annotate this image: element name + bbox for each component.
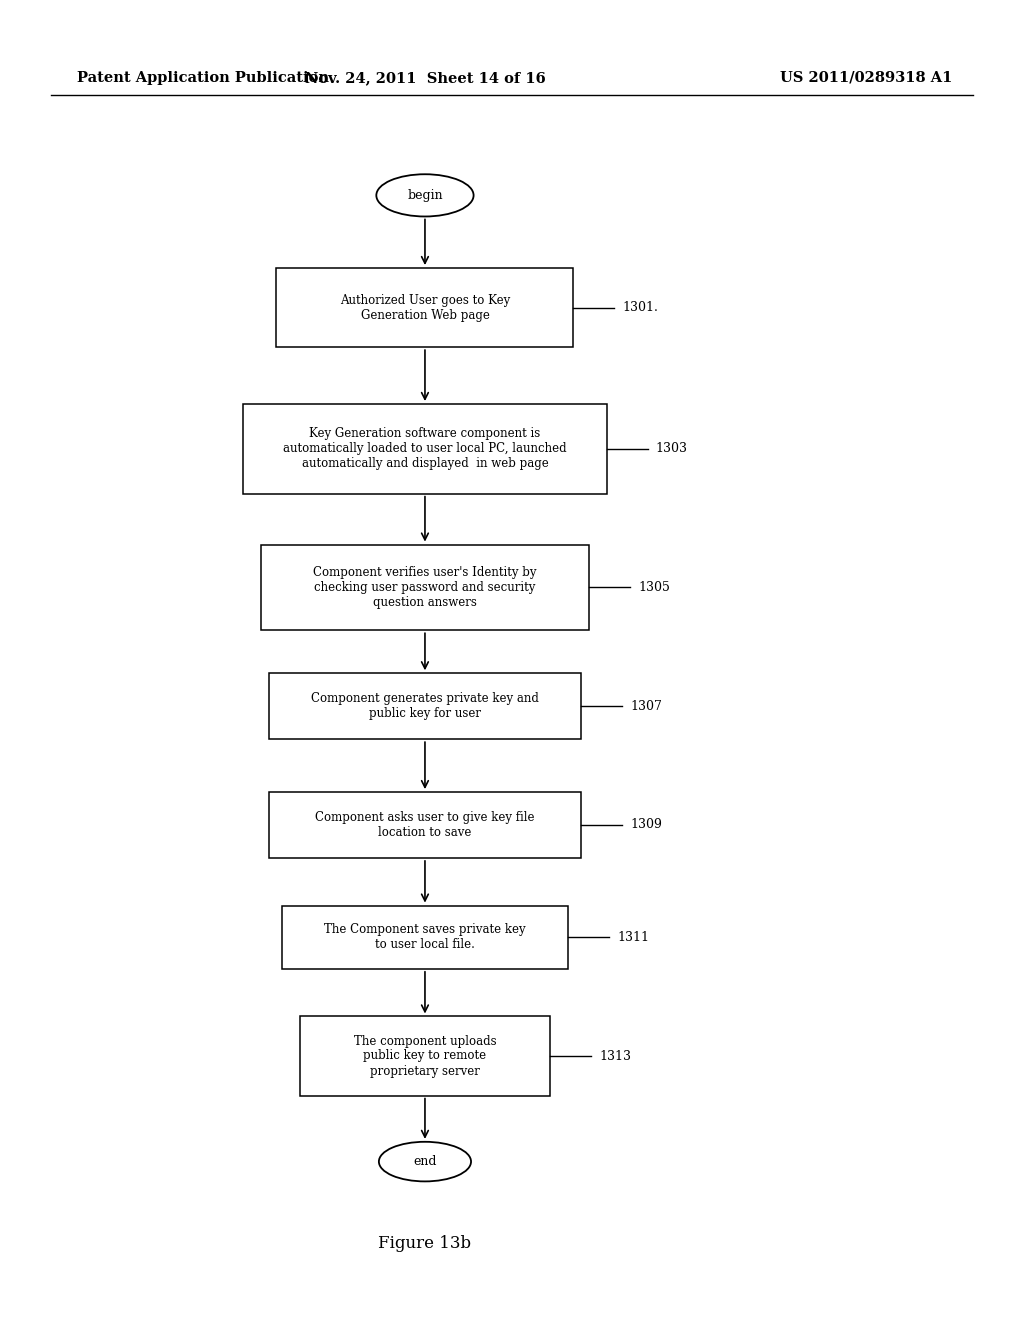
Text: Patent Application Publication: Patent Application Publication [77, 71, 329, 84]
Text: Authorized User goes to Key
Generation Web page: Authorized User goes to Key Generation W… [340, 293, 510, 322]
Text: end: end [414, 1155, 436, 1168]
Text: begin: begin [408, 189, 442, 202]
Text: US 2011/0289318 A1: US 2011/0289318 A1 [780, 71, 952, 84]
FancyBboxPatch shape [299, 1016, 551, 1096]
Ellipse shape [379, 1142, 471, 1181]
Text: 1311: 1311 [617, 931, 649, 944]
Text: The Component saves private key
to user local file.: The Component saves private key to user … [325, 923, 525, 952]
FancyBboxPatch shape [268, 792, 581, 858]
Text: Component asks user to give key file
location to save: Component asks user to give key file loc… [315, 810, 535, 840]
Text: Figure 13b: Figure 13b [379, 1236, 471, 1251]
Text: 1313: 1313 [600, 1049, 632, 1063]
FancyBboxPatch shape [244, 404, 606, 494]
FancyBboxPatch shape [282, 906, 568, 969]
Text: 1307: 1307 [631, 700, 663, 713]
Ellipse shape [377, 174, 473, 216]
Text: 1305: 1305 [638, 581, 670, 594]
FancyBboxPatch shape [261, 544, 589, 630]
Text: Nov. 24, 2011  Sheet 14 of 16: Nov. 24, 2011 Sheet 14 of 16 [304, 71, 546, 84]
Text: 1309: 1309 [631, 818, 663, 832]
FancyBboxPatch shape [276, 268, 573, 347]
Text: Component verifies user's Identity by
checking user password and security
questi: Component verifies user's Identity by ch… [313, 566, 537, 609]
Text: 1303: 1303 [656, 442, 688, 455]
Text: 1301.: 1301. [623, 301, 658, 314]
Text: Key Generation software component is
automatically loaded to user local PC, laun: Key Generation software component is aut… [284, 428, 566, 470]
Text: Component generates private key and
public key for user: Component generates private key and publ… [311, 692, 539, 721]
FancyBboxPatch shape [268, 673, 581, 739]
Text: The component uploads
public key to remote
proprietary server: The component uploads public key to remo… [353, 1035, 497, 1077]
